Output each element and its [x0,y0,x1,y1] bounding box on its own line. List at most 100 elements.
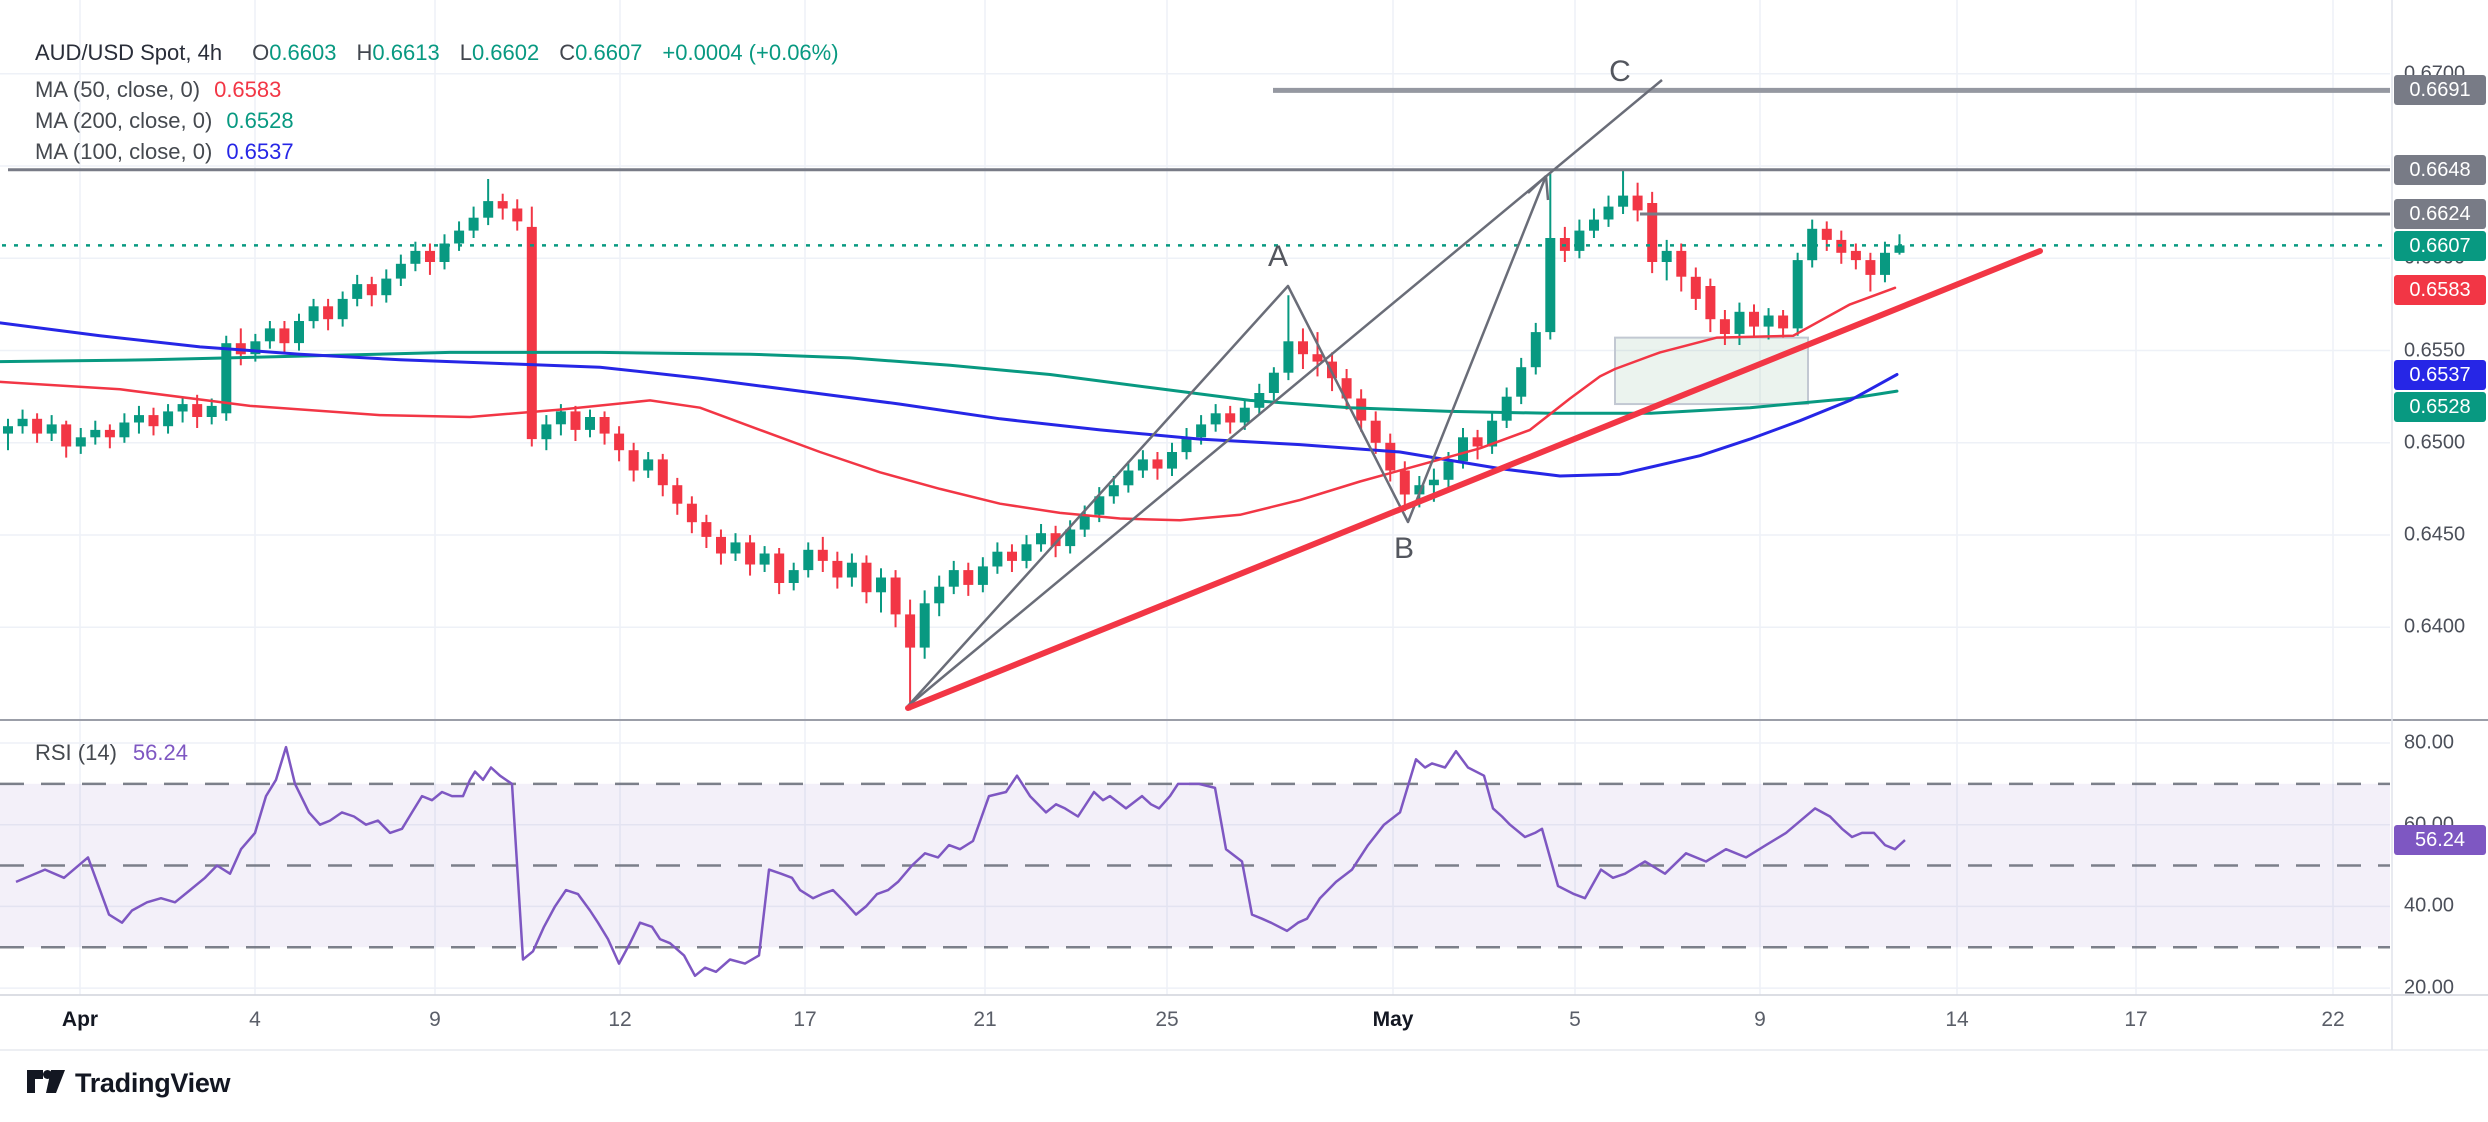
ohlc-value-l: 0.6602 [471,40,540,65]
price-tick-label: 0.6550 [2404,339,2466,362]
rsi-legend-row[interactable]: RSI (14) 56.24 [35,740,188,766]
candle-body-up [992,551,1003,567]
candle-body-down [148,415,159,427]
candle-body-down [526,226,537,440]
candle-body-up [1123,470,1134,486]
candle-body-up [1196,424,1207,438]
candle-body-down [599,417,610,434]
ma200-line [0,350,1899,415]
candle-body-up [1239,407,1250,423]
candle-body-down [1312,354,1323,362]
candle-body-up [1210,413,1221,425]
tradingview-watermark[interactable]: TradingView [26,1066,231,1100]
candle-body-up [759,553,770,565]
symbol-title: AUD/USD Spot, 4h [35,40,223,65]
abc-zigzag[interactable] [907,175,1548,707]
time-tick-22: 22 [2321,1008,2345,1031]
candle-body-up [468,217,479,231]
candle-body-up [352,284,363,299]
candle-body-down [832,560,843,578]
candle-body-down [1865,260,1876,275]
time-tick-14: 14 [1945,1008,1969,1031]
ma-label: MA (200, close, 0) [35,108,213,133]
candle-body-down [512,208,523,222]
ma50-line [0,286,1897,522]
time-tick-9: 9 [1754,1008,1766,1031]
price-badge-56.24: 56.24 [2394,825,2486,855]
candle-body-down [104,429,115,438]
ma-legend-row-1[interactable]: MA (200, close, 0) 0.6528 [35,108,839,134]
ma-value: 0.6528 [226,108,294,133]
time-tick-25: 25 [1155,1008,1179,1031]
time-tick-9: 9 [429,1008,441,1031]
candle-body-down [686,503,697,523]
candle-body-down [1647,203,1658,262]
candle-body-up [1443,461,1454,480]
candle-body-down [861,562,872,593]
candle-body-down [1472,437,1483,447]
rsi-tick-label: 80.00 [2404,731,2455,754]
ma-legend-row-0[interactable]: MA (50, close, 0) 0.6583 [35,77,839,103]
candle-body-up [1807,228,1818,261]
candle-body-down [1225,413,1236,423]
candle-body-up [483,201,494,218]
candle-body-up [1763,315,1774,327]
wave-label-A: A [1267,240,1289,273]
price-badge-0.6583: 0.6583 [2394,275,2486,305]
time-tick-Apr: Apr [61,1008,99,1031]
candle-body-up [1079,514,1090,530]
candle-body-up [1603,206,1614,220]
candle-body-down [1370,420,1381,443]
candle-body-down [614,433,625,451]
candle-body-up [1618,195,1629,207]
candle-body-up [1880,252,1890,275]
tradingview-logo-icon [27,1070,65,1093]
candle-body-up [1894,245,1905,253]
candle-body-down [1705,286,1716,320]
ma-legend-row-2[interactable]: MA (100, close, 0) 0.6537 [35,139,839,165]
ohlc-key-l: L [459,40,472,65]
candle-body-down [61,424,72,447]
candle-body-up [846,562,857,578]
candle-body-down [1050,533,1061,547]
candle-body-down [1385,442,1396,471]
candle-body-up [1487,420,1498,447]
candlestick-series[interactable] [3,169,1905,711]
candle-body-up [250,341,261,355]
ma-value: 0.6537 [226,139,294,164]
candle-body-up [439,243,450,262]
candle-body-down [963,570,974,585]
candle-body-up [1516,367,1527,397]
time-tick-May: May [1372,1008,1414,1031]
support-zone-box[interactable] [1614,336,1809,406]
red-trendline [905,248,2043,711]
candle-body-up [221,343,232,414]
candle-body-up [454,230,465,244]
symbol-row[interactable]: AUD/USD Spot, 4h O0.6603 H0.6613 L0.6602 C0… [35,40,839,66]
price-tick-label: 0.6450 [2404,523,2466,546]
candle-body-up [948,570,959,587]
ohlc-value-h: 0.6613 [372,40,440,65]
ohlc-value-c: 0.6607 [575,40,643,65]
candle-body-up [876,577,886,593]
candle-body-down [497,201,508,209]
price-badge-0.6528: 0.6528 [2394,392,2486,422]
candle-body-down [1007,551,1017,561]
price-badge-0.6607: 0.6607 [2394,231,2486,261]
candle-body-up [395,263,406,279]
candle-body-down [1341,378,1352,399]
candle-body-up [1545,238,1556,333]
candle-body-up [1458,437,1468,462]
candle-body-down [1850,250,1861,261]
candle-body-down [1676,250,1687,277]
candle-body-up [163,411,174,427]
candle-body-up [585,417,595,430]
time-tick-5: 5 [1569,1008,1581,1031]
rsi-line[interactable] [15,745,1906,978]
candle-body-down [570,411,581,430]
time-tick-17: 17 [793,1008,817,1031]
rsi-value: 56.24 [132,740,188,765]
candle-body-up [977,566,988,585]
